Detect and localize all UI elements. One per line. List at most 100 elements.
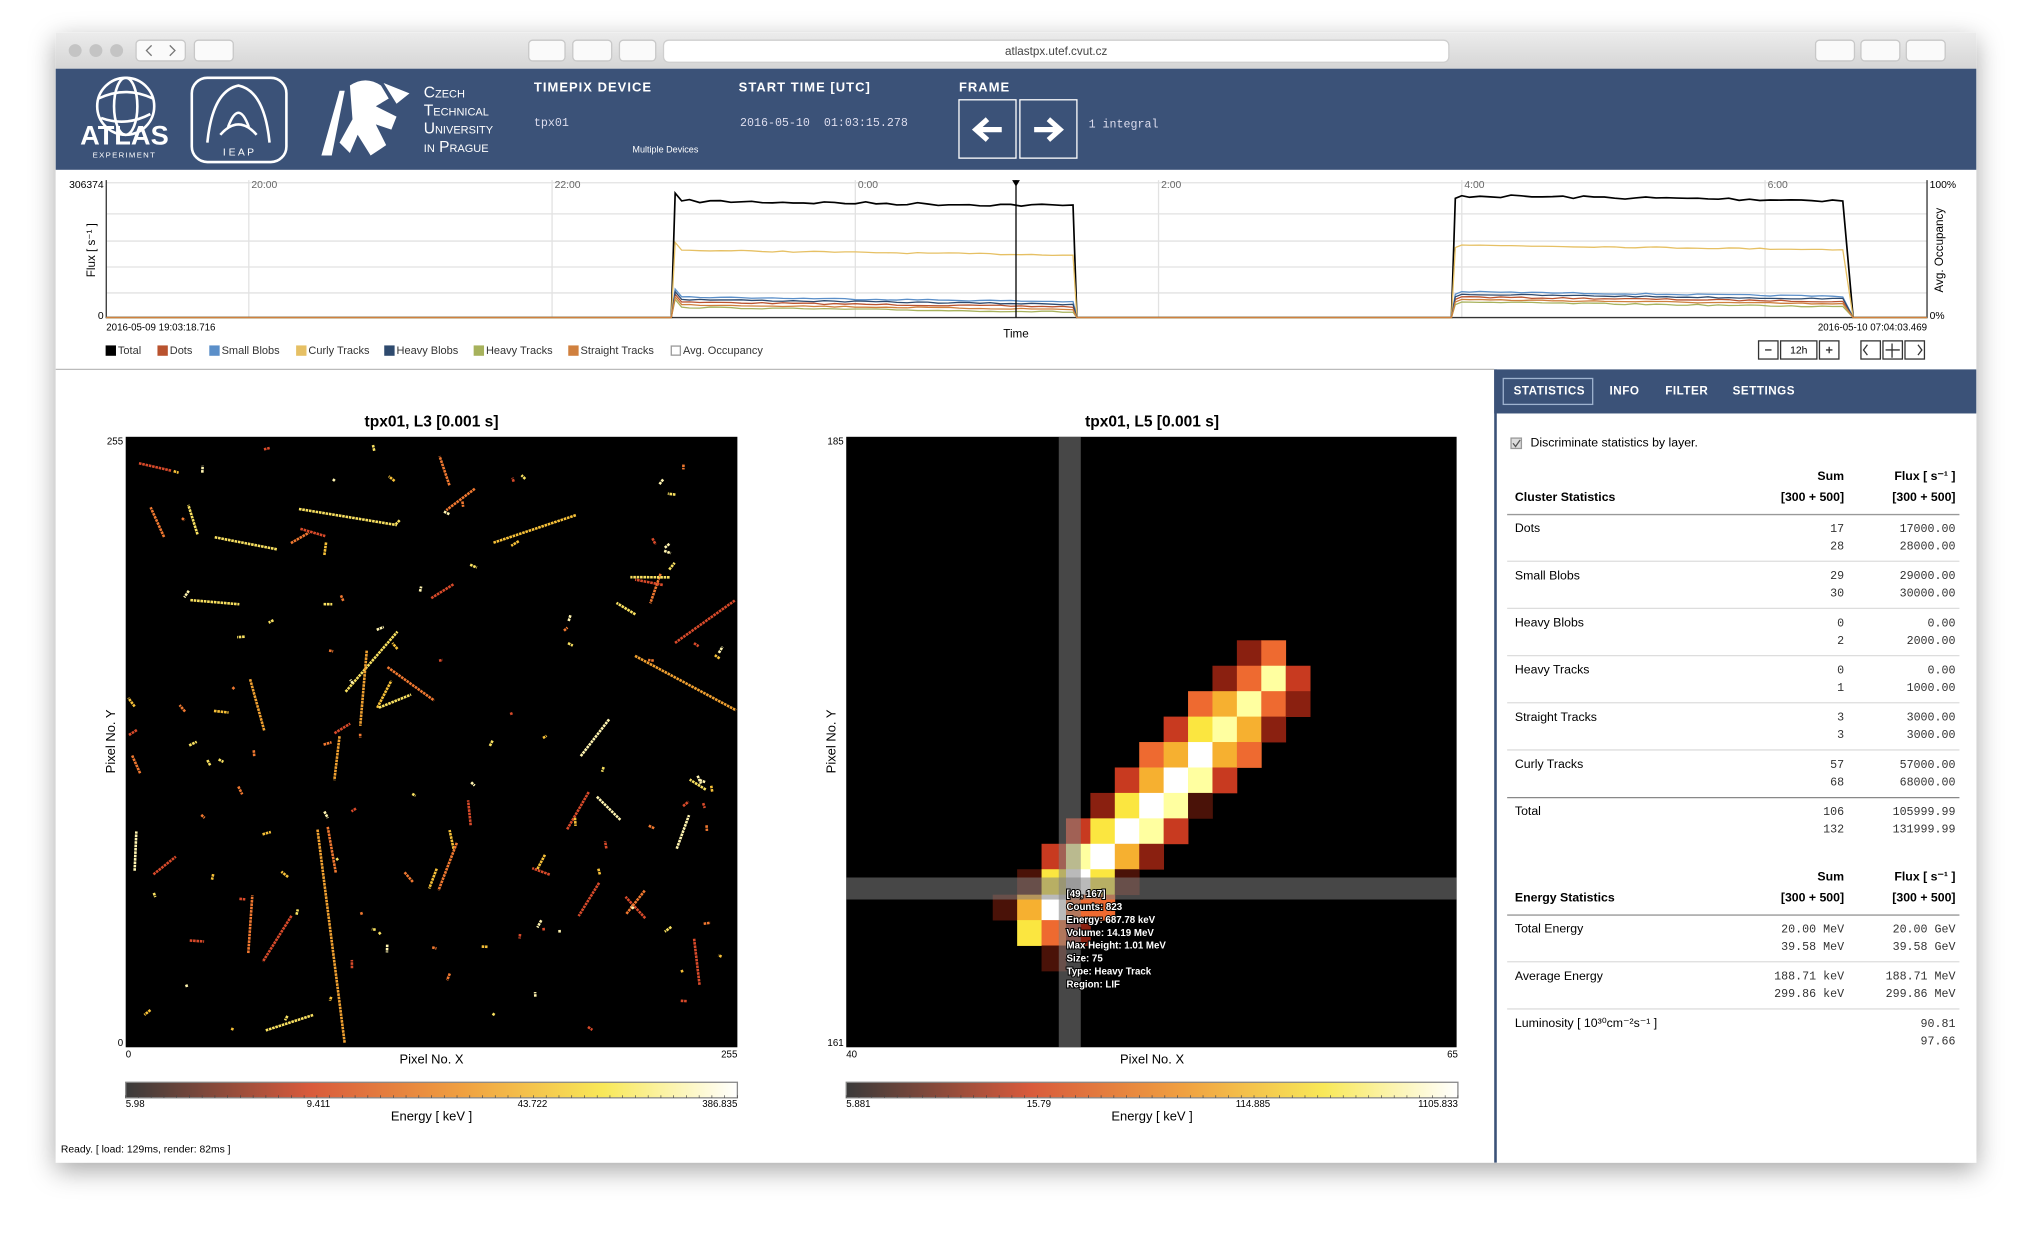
legend-label[interactable]: Curly Tracks [308,345,370,357]
time-tick-label: 0:00 [858,180,878,191]
multiple-devices-link[interactable]: Multiple Devices [632,145,698,155]
track [298,507,398,527]
colorbar-tick-label: 1105.833 [1418,1099,1458,1110]
cell: 3 [1837,711,1844,725]
pixel [1212,742,1238,768]
zoom-field[interactable] [1779,340,1818,360]
track [349,678,354,685]
legend-label[interactable]: Straight Tracks [581,345,655,357]
track [567,614,572,622]
track [445,487,476,512]
toolbar-button[interactable] [618,39,657,62]
legend-label[interactable]: Heavy Blobs [397,345,459,357]
url-field[interactable] [662,39,1450,63]
y-label: Pixel No. Y [823,709,838,773]
tabs: STATISTICS INFO FILTER SETTINGS [1514,385,1795,398]
y-label: Flux [ s⁻¹ ] [85,223,98,277]
track [418,586,423,592]
track [509,711,513,716]
toolbar-button[interactable] [1814,39,1856,62]
pixel [1188,792,1213,819]
legend-label[interactable]: Avg. Occupancy [683,345,763,357]
cell: 28 [1830,539,1844,553]
timeline: 306374 0 100% 0% Flux [ s⁻¹ ] Avg. Occup… [69,180,1956,360]
track [520,474,527,480]
start-time-value[interactable]: 2016-05-10 01:03:15.278 [740,116,908,130]
sidebar-button[interactable] [193,39,234,62]
pan-right[interactable] [1904,340,1926,360]
frame-label: FRAME [959,80,1010,95]
row-name: Average Energy [1515,969,1604,983]
track [359,911,364,916]
toolbar-button[interactable] [528,39,566,62]
y-max: 185 [827,437,843,448]
track [300,527,326,538]
nav-buttons[interactable] [135,39,186,62]
arrow-left [971,117,1002,142]
window-button[interactable] [110,44,124,58]
prev-frame-button[interactable] [958,99,1017,159]
track [261,915,293,963]
track [634,654,737,712]
pixel [1163,716,1189,743]
checkbox[interactable] [1510,437,1523,450]
ctu-lion [321,80,410,156]
cell: 132 [1823,822,1844,836]
track [470,781,476,787]
pixel [1236,665,1262,692]
checkbox-label[interactable]: Discriminate statistics by layer. [1530,436,1697,450]
atlas-subtitle: EXPERIMENT [93,151,156,160]
toolbar-button[interactable] [1860,39,1901,62]
track [264,1013,314,1032]
atlas-title: ATLAS [80,120,169,151]
row-name: Small Blobs [1515,568,1580,582]
pixel [1139,792,1165,819]
track [438,658,443,663]
pixel [1236,742,1262,768]
tab[interactable]: FILTER [1665,385,1708,398]
toolbar-button[interactable] [572,39,613,62]
plot-labels: tpx01, L3 [0.001 s] 255 00 255 Pixel No. X Pi… [103,414,1459,1124]
pixel [1163,767,1189,794]
cell: 17000.00 [1900,522,1956,536]
next-frame-button[interactable] [1019,99,1078,159]
track [563,626,569,632]
track [290,531,310,545]
track [693,642,700,648]
legend-label[interactable]: Heavy Tracks [486,345,553,357]
track [152,892,157,898]
toolbar-button[interactable] [1905,39,1946,62]
track [565,791,590,831]
cell: 105999.99 [1893,805,1956,819]
track [143,1008,152,1016]
track [427,868,438,889]
device-value[interactable]: tpx01 [534,116,569,130]
legend-label[interactable]: Small Blobs [222,345,281,357]
tab[interactable]: INFO [1610,385,1640,398]
pixel [1090,818,1116,845]
x-max: 65 [1447,1050,1458,1061]
legend-label[interactable]: Dots [170,345,193,357]
pan-left[interactable] [1860,340,1882,360]
tab[interactable]: STATISTICS [1514,385,1585,398]
colorbar-tick-label: 386.835 [702,1099,737,1110]
track [323,541,328,556]
track [567,641,574,647]
y2-max: 100% [1930,180,1956,191]
pixel-map[interactable] [125,436,738,1048]
pixel [1188,691,1213,717]
track [658,478,665,486]
window-button[interactable] [89,44,103,58]
y-min: 161 [827,1038,843,1049]
track [333,736,341,781]
table-title: Energy Statistics [1515,890,1615,904]
colorbar-label: Energy [ keV ] [1111,1109,1192,1124]
time-tick-label: 20:00 [251,180,277,191]
tab[interactable]: SETTINGS [1733,385,1795,398]
row-name: Luminosity [ 10³⁰cm⁻²s⁻¹ ] [1515,1016,1657,1030]
track [213,709,229,714]
window-button[interactable] [68,44,82,58]
legend-label[interactable]: Total [118,345,141,357]
track [371,927,376,932]
zoom-value: 12h [1790,345,1808,356]
